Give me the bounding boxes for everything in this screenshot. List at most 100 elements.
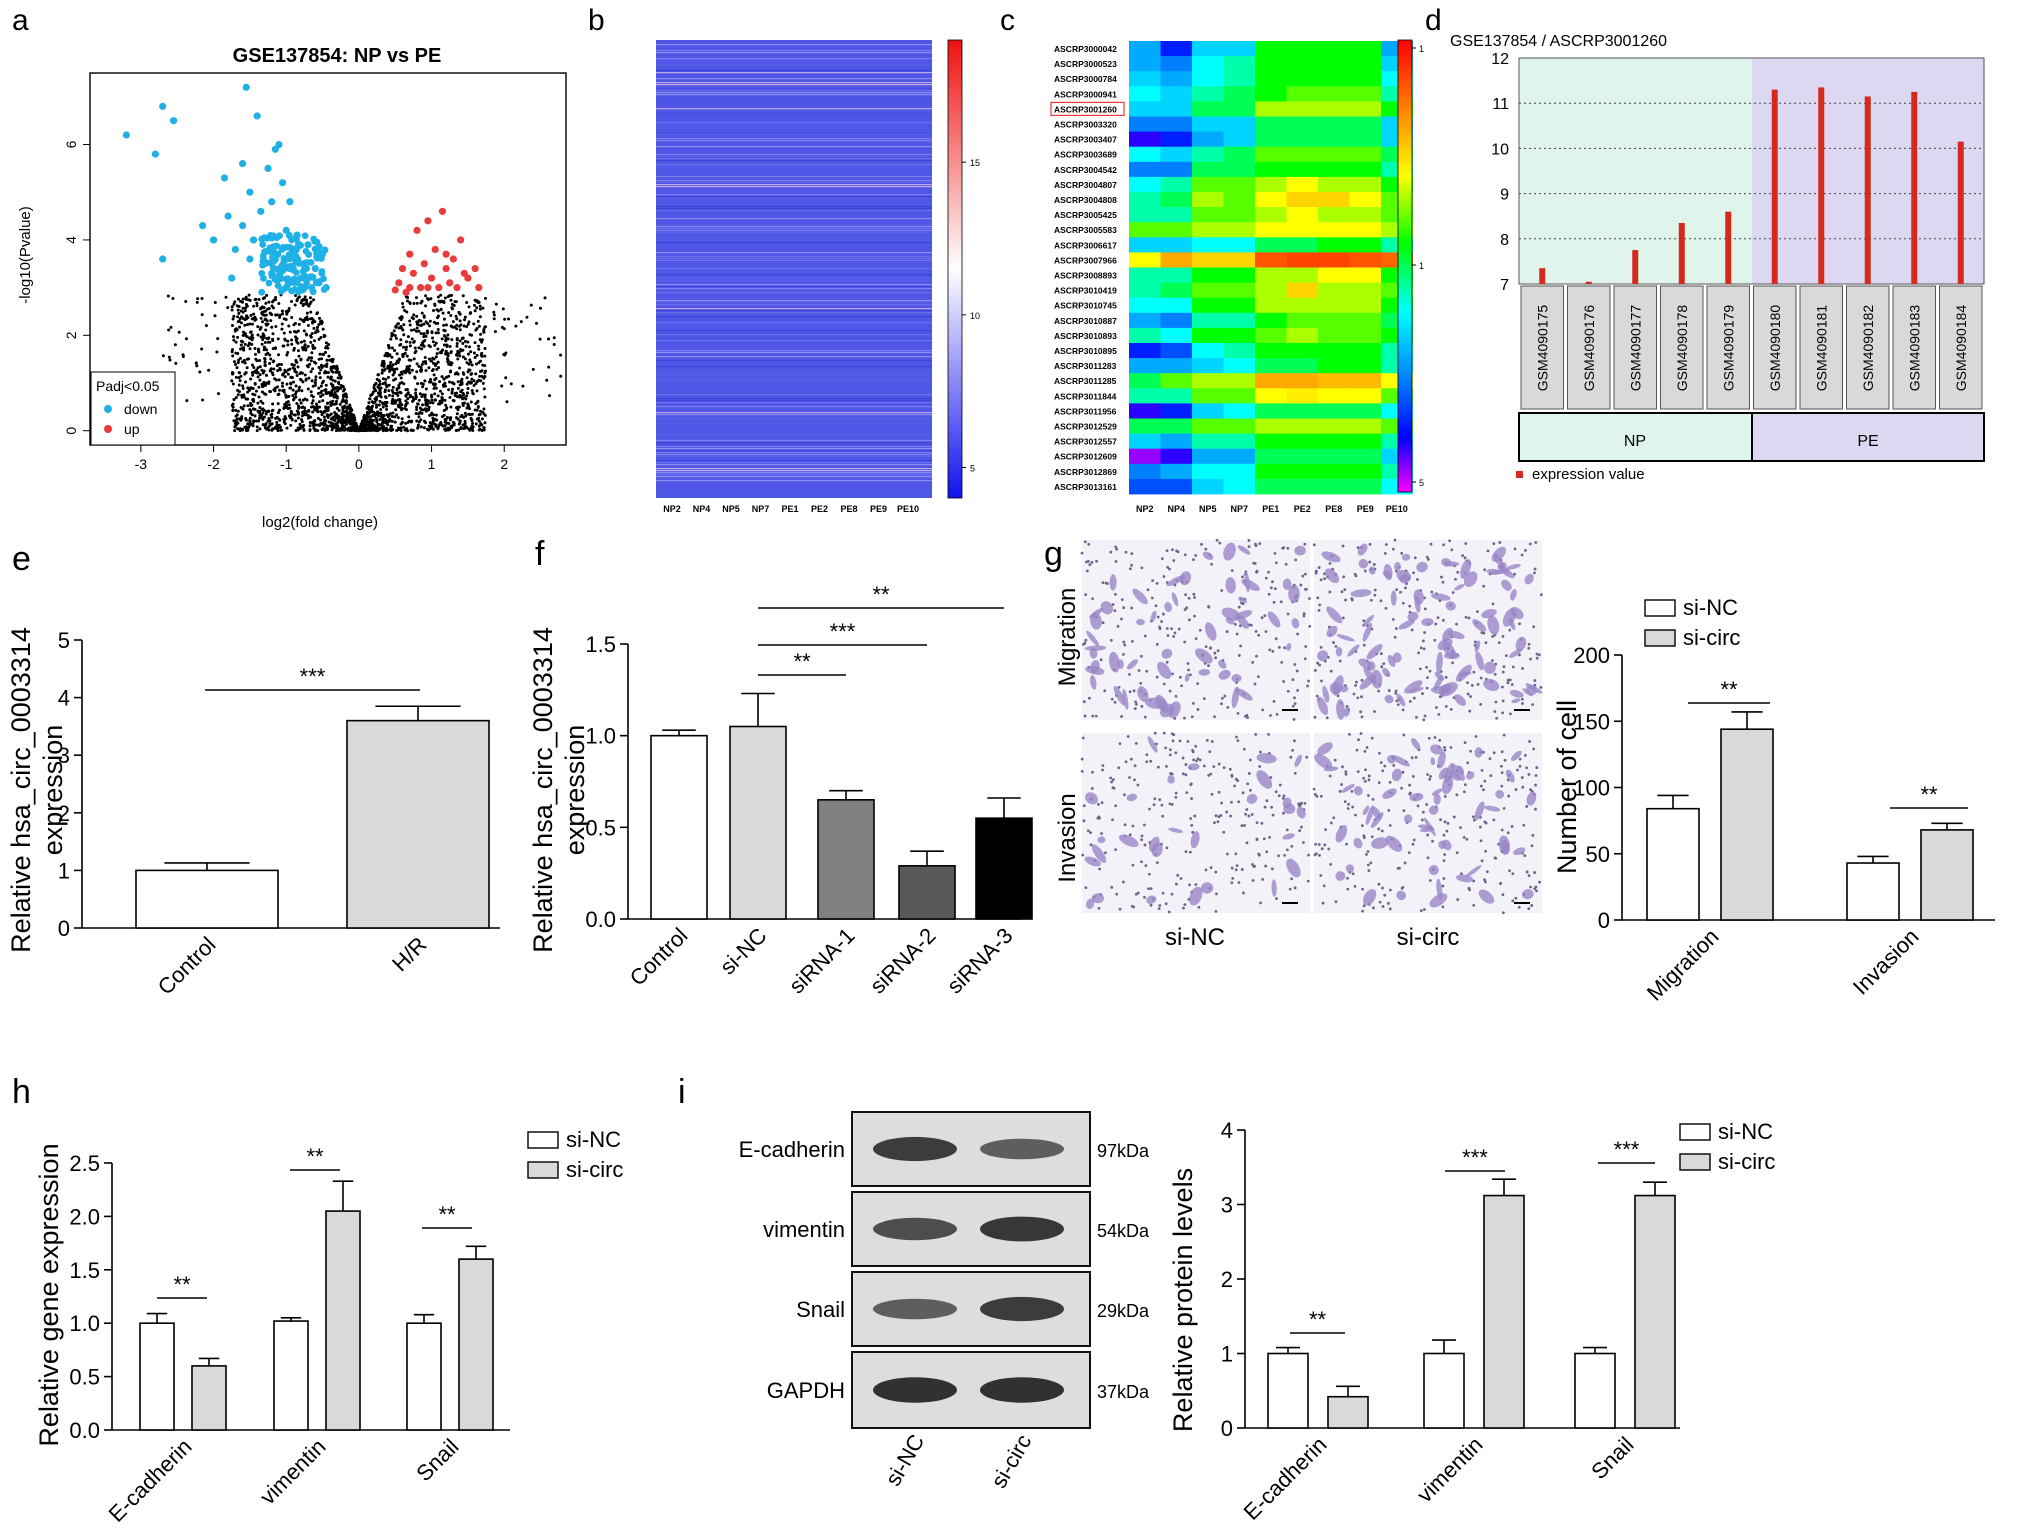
pore xyxy=(1539,593,1543,597)
pore xyxy=(1198,628,1202,632)
pore xyxy=(1492,818,1496,822)
pore xyxy=(1452,815,1456,819)
heatmap-row xyxy=(656,284,932,286)
pore xyxy=(1183,608,1187,612)
stained-cell xyxy=(1443,652,1460,660)
pore xyxy=(1341,765,1344,769)
ns-point xyxy=(267,382,271,386)
ns-point xyxy=(405,299,409,303)
pore xyxy=(1303,657,1307,661)
pore xyxy=(1251,660,1255,664)
ns-point xyxy=(367,412,371,416)
pore xyxy=(1466,761,1470,765)
ns-point xyxy=(380,371,384,375)
ns-point xyxy=(333,390,337,394)
pore xyxy=(1362,643,1366,647)
pore xyxy=(1344,772,1348,776)
ns-point xyxy=(432,308,436,312)
pore xyxy=(1532,747,1536,751)
heatmap-cell xyxy=(1192,161,1224,178)
pore xyxy=(1258,765,1262,768)
ns-point xyxy=(404,345,408,349)
ns-point xyxy=(531,367,535,371)
stained-cell xyxy=(1167,775,1175,784)
pore xyxy=(1217,815,1221,819)
pore xyxy=(1440,575,1443,579)
pore xyxy=(1120,617,1123,621)
up-point xyxy=(424,217,432,225)
heatmap-cell xyxy=(1223,116,1256,132)
heatmap-cell xyxy=(1160,463,1193,480)
ns-point xyxy=(230,379,234,383)
heatmap-cell xyxy=(1286,327,1319,344)
stained-cell xyxy=(1387,755,1396,764)
geo-bar xyxy=(1771,89,1778,284)
pore xyxy=(1533,567,1537,571)
pore xyxy=(1267,732,1270,736)
heatmap-cell xyxy=(1160,343,1193,359)
pore xyxy=(1336,694,1340,698)
pore xyxy=(1500,771,1504,774)
pore xyxy=(1254,542,1257,546)
pore xyxy=(1083,714,1087,718)
pore xyxy=(1285,848,1289,852)
pore xyxy=(1502,806,1506,810)
heatmap-cell xyxy=(1223,388,1256,404)
ns-point xyxy=(318,371,322,375)
ns-point xyxy=(311,343,315,347)
pore xyxy=(1501,670,1505,674)
heatmap-cell xyxy=(1192,237,1224,253)
ns-point xyxy=(399,338,403,342)
significance-label: ** xyxy=(173,1272,191,1297)
ns-point xyxy=(295,299,299,303)
pore xyxy=(1116,624,1120,628)
ns-point xyxy=(231,354,235,358)
ns-point xyxy=(440,415,444,419)
pore xyxy=(1263,805,1267,809)
ns-point xyxy=(230,323,234,327)
stained-cell xyxy=(1137,686,1149,702)
geo-pe-group-label: PE xyxy=(1857,433,1878,450)
pore xyxy=(1149,887,1153,891)
ns-point xyxy=(398,373,402,377)
pore xyxy=(1168,753,1172,757)
x-label: PE1 xyxy=(1262,504,1279,514)
ns-point xyxy=(293,369,297,373)
pore xyxy=(1080,769,1084,773)
ns-point xyxy=(414,388,418,392)
ns-point xyxy=(243,318,247,322)
pore xyxy=(1509,712,1512,716)
heatmap-cell xyxy=(1255,41,1287,57)
heatmap-row xyxy=(656,164,932,166)
ns-point xyxy=(483,346,487,350)
ns-point xyxy=(196,297,200,301)
ns-point xyxy=(207,368,211,372)
sample-label: GSM4090184 xyxy=(1953,305,1969,392)
pore xyxy=(1392,547,1395,551)
pore xyxy=(1450,548,1454,552)
ns-point xyxy=(423,393,427,397)
ns-point xyxy=(243,361,247,365)
legend-label: si-NC xyxy=(1683,595,1738,620)
up-point xyxy=(406,250,414,258)
ns-point xyxy=(168,358,172,362)
pore xyxy=(1242,891,1245,895)
pore xyxy=(1250,813,1254,816)
pore xyxy=(1377,689,1380,693)
pore xyxy=(1443,853,1447,856)
heatmap-cell xyxy=(1192,312,1224,329)
ns-point xyxy=(423,356,427,360)
stained-cell xyxy=(1474,640,1481,653)
pore xyxy=(1262,837,1266,841)
heatmap-cell xyxy=(1160,161,1193,178)
pore xyxy=(1502,733,1506,737)
ns-point xyxy=(282,317,286,321)
stained-cell xyxy=(1403,814,1413,824)
y-tick-label: 2 xyxy=(58,801,70,826)
ns-point xyxy=(423,339,427,343)
ns-point xyxy=(194,361,198,365)
stained-cell xyxy=(1501,579,1512,591)
ns-point xyxy=(434,355,438,359)
y-tick-label: 4 xyxy=(63,236,79,244)
ns-point xyxy=(477,424,481,428)
